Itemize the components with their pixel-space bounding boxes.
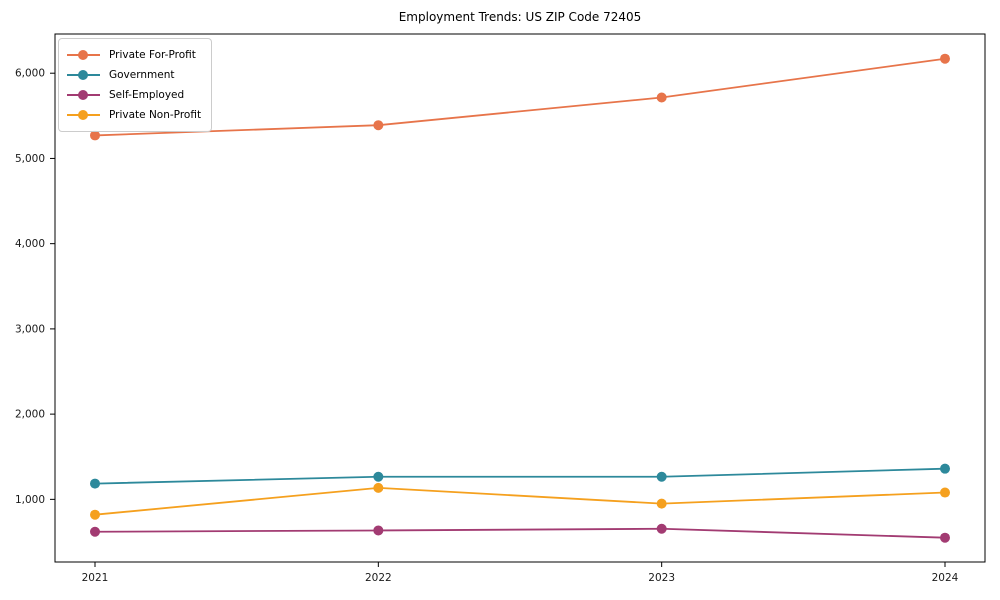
legend-line-marker-icon [67, 90, 100, 101]
y-tick-label: 2,000 [15, 409, 45, 421]
chart-title: Employment Trends: US ZIP Code 72405 [398, 10, 642, 24]
legend-item: Self-Employed [67, 85, 201, 105]
data-point [656, 471, 667, 482]
series-line-government [94, 467, 946, 485]
data-point [90, 130, 100, 141]
y-tick-label: 4,000 [15, 238, 45, 250]
legend-item: Private For-Profit [67, 45, 201, 65]
legend-item: Government [67, 65, 201, 85]
legend-line-marker-icon [67, 70, 100, 81]
data-point [373, 525, 384, 536]
legend-label: Private Non-Profit [109, 109, 202, 121]
legend-label: Government [109, 69, 175, 81]
data-point [940, 532, 950, 543]
series-line-private-non-profit [94, 486, 946, 516]
data-point [656, 523, 667, 534]
data-point [90, 526, 100, 537]
x-tick-label: 2021 [82, 572, 109, 584]
data-point [940, 463, 950, 474]
data-point [656, 92, 667, 103]
data-point [373, 120, 384, 131]
data-point [656, 498, 667, 509]
x-tick-label: 2022 [365, 572, 392, 584]
y-tick-label: 1,000 [15, 494, 45, 506]
data-point [90, 478, 100, 489]
y-tick-label: 5,000 [15, 153, 45, 165]
legend-label: Private For-Profit [109, 49, 196, 61]
plot-frame [54, 33, 986, 563]
data-point [373, 482, 384, 493]
legend-item: Private Non-Profit [67, 105, 201, 125]
series-line-private-for-profit [94, 57, 946, 137]
y-tick-label: 3,000 [15, 323, 45, 335]
legend-line-marker-icon [67, 50, 100, 61]
legend-label: Self-Employed [109, 89, 185, 101]
data-point [940, 487, 950, 498]
legend-line-marker-icon [67, 110, 100, 121]
data-point [940, 53, 950, 64]
x-tick-label: 2024 [932, 572, 959, 584]
legend: Private For-Profit Government Self-Employe… [58, 38, 213, 132]
x-tick-label: 2023 [648, 572, 675, 584]
data-point [373, 471, 384, 482]
data-point [90, 509, 100, 520]
y-tick-label: 6,000 [15, 68, 45, 80]
series-line-self-employed [94, 527, 946, 539]
